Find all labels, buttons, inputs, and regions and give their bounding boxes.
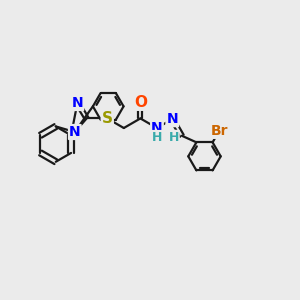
Text: O: O	[134, 95, 147, 110]
Text: N: N	[151, 121, 163, 135]
Text: Br: Br	[211, 124, 228, 138]
Text: N: N	[72, 96, 83, 110]
Text: N: N	[167, 112, 178, 126]
Text: S: S	[102, 111, 113, 126]
Text: N: N	[69, 125, 81, 139]
Text: H: H	[152, 131, 162, 144]
Text: H: H	[168, 131, 179, 144]
